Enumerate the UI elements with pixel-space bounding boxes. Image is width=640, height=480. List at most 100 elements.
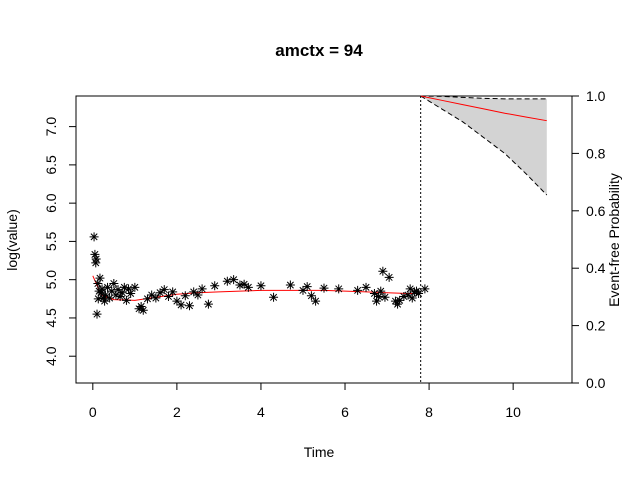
x-axis-tick-label: 0 <box>89 404 97 420</box>
observation-point <box>405 284 415 294</box>
observation-point <box>159 285 169 295</box>
observation-point <box>117 288 127 298</box>
observation-point <box>147 290 157 300</box>
observation-point <box>334 284 344 294</box>
observation-point <box>155 288 165 298</box>
survival-upper-bound <box>420 95 547 100</box>
y-axis-left-tick-label: 6.0 <box>43 193 59 213</box>
observation-point <box>353 285 363 295</box>
y-axis-right-label: Event-free Probability <box>606 173 622 307</box>
y-axis-right-tick-label: 0.0 <box>586 375 606 391</box>
survival-lower-bound <box>420 95 548 196</box>
observation-point <box>168 287 178 297</box>
observation-point <box>103 282 113 292</box>
observation-point <box>130 282 140 292</box>
observation-point <box>306 291 316 301</box>
observation-point <box>93 279 103 289</box>
observation-point <box>384 272 394 282</box>
observation-point <box>243 282 253 292</box>
observation-point <box>372 296 382 306</box>
survival-confidence-band <box>420 96 547 196</box>
observation-point <box>189 287 199 297</box>
observation-point <box>98 293 108 303</box>
observation-point <box>92 309 102 319</box>
observation-point <box>285 280 295 290</box>
observation-point <box>180 291 190 301</box>
y-axis-left-tick-label: 5.5 <box>43 231 59 251</box>
observation-point <box>138 305 148 315</box>
x-axis-tick-label: 2 <box>173 404 181 420</box>
observation-point <box>105 293 115 303</box>
survival-estimate-line <box>420 95 547 122</box>
observation-point <box>142 294 152 304</box>
observation-point <box>121 295 131 305</box>
observation-point <box>374 292 384 302</box>
observation-point <box>203 299 213 309</box>
observation-point <box>109 279 119 289</box>
observation-point <box>414 288 424 298</box>
observation-point <box>311 296 321 306</box>
observation-point <box>136 301 146 311</box>
observation-point <box>90 249 100 259</box>
observation-point <box>319 283 329 293</box>
observation-point <box>210 281 220 291</box>
observation-point <box>172 296 182 306</box>
observation-point <box>395 295 405 305</box>
observation-point <box>269 292 279 302</box>
x-axis-tick-label: 4 <box>257 404 265 420</box>
y-axis-left-tick-label: 5.0 <box>43 270 59 290</box>
observation-point <box>96 288 106 298</box>
observation-point <box>151 293 161 303</box>
observation-point <box>376 286 386 296</box>
x-axis-tick-label: 6 <box>341 404 349 420</box>
observation-point <box>393 299 403 309</box>
observation-point <box>193 290 203 300</box>
observation-point <box>235 280 245 290</box>
chart-title: amctx = 94 <box>275 41 363 60</box>
observation-point <box>197 284 207 294</box>
y-axis-right-tick-label: 0.6 <box>586 203 606 219</box>
observation-point <box>119 282 129 292</box>
y-axis-left-label: log(value) <box>4 209 20 270</box>
observation-point <box>115 292 125 302</box>
observation-point <box>361 282 371 292</box>
observation-point <box>100 290 110 300</box>
y-axis-left-tick-label: 6.5 <box>43 155 59 175</box>
observation-point <box>100 296 110 306</box>
observation-point <box>298 285 308 295</box>
observation-point <box>403 290 413 300</box>
observation-point <box>407 293 417 303</box>
observation-point <box>369 288 379 298</box>
y-axis-left-tick-label: 4.5 <box>43 308 59 328</box>
observation-point <box>399 292 409 302</box>
x-axis-tick-label: 8 <box>425 404 433 420</box>
observation-point <box>409 287 419 297</box>
observation-point <box>97 284 107 294</box>
observation-point <box>111 290 121 300</box>
observation-point <box>95 273 105 283</box>
observation-point <box>163 292 173 302</box>
observation-point <box>378 266 388 276</box>
y-axis-right-tick-label: 0.8 <box>586 145 606 161</box>
observation-point <box>89 232 99 242</box>
observation-point <box>239 279 249 289</box>
observation-point <box>107 286 117 296</box>
y-axis-left-tick-label: 4.0 <box>43 346 59 366</box>
observation-point <box>126 288 136 298</box>
observation-point <box>380 292 390 302</box>
x-axis-tick-label: 10 <box>505 404 521 420</box>
fitted-trajectory-line <box>92 275 421 301</box>
observation-point <box>390 296 400 306</box>
observation-point <box>176 300 186 310</box>
observation-point <box>93 294 103 304</box>
observation-point <box>113 285 123 295</box>
observation-point <box>124 284 134 294</box>
y-axis-left-tick-label: 7.0 <box>43 117 59 137</box>
observation-point <box>420 284 430 294</box>
observation-point <box>222 276 232 286</box>
observation-point <box>256 281 266 291</box>
y-axis-right-tick-label: 1.0 <box>586 88 606 104</box>
observation-point <box>302 282 312 292</box>
